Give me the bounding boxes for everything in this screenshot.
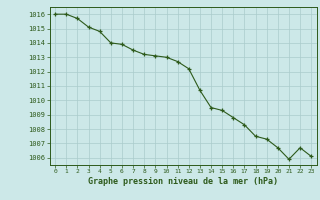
X-axis label: Graphe pression niveau de la mer (hPa): Graphe pression niveau de la mer (hPa) [88, 177, 278, 186]
